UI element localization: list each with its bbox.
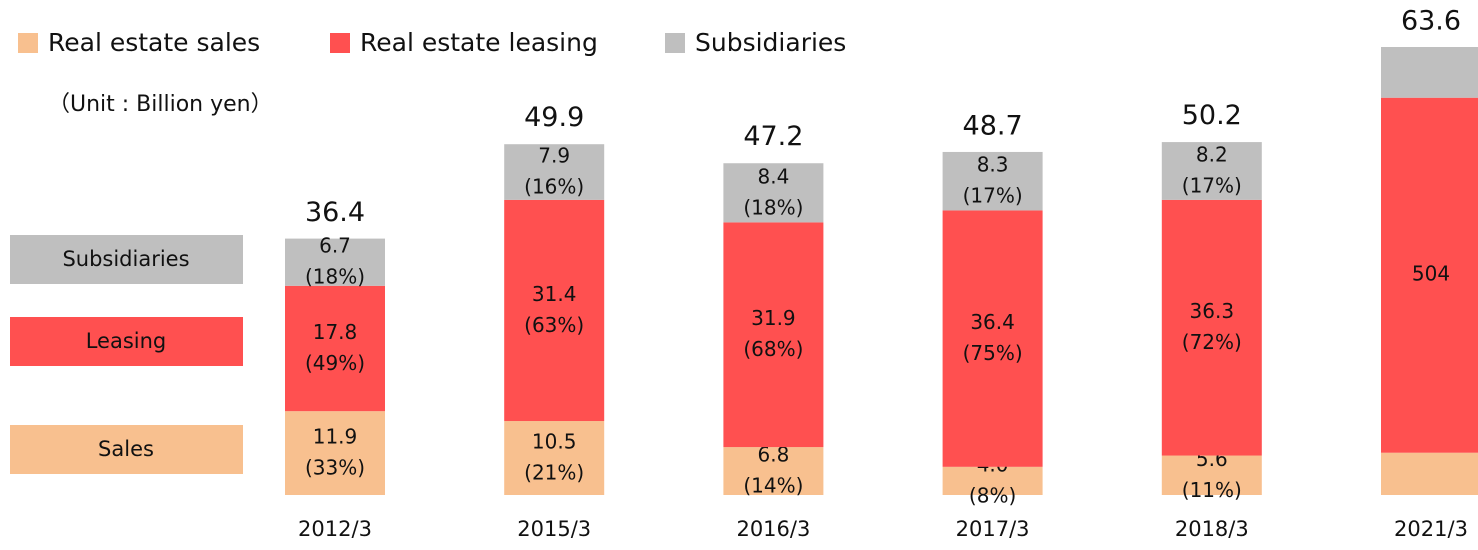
total-label: 50.2 (1182, 100, 1242, 131)
x-tick-label: 2017/3 (956, 517, 1030, 541)
value-label: 17.8 (313, 320, 358, 344)
bar-segment (1161, 142, 1262, 200)
total-label: 63.6 (1401, 6, 1461, 37)
total-label: 48.7 (963, 110, 1023, 141)
value-label: 7.9 (538, 144, 570, 168)
percent-label: (18%) (743, 195, 803, 219)
percent-label: (68%) (743, 337, 803, 361)
bar-segment (285, 411, 385, 495)
bar-segment (1381, 97, 1478, 453)
percent-label: (16%) (524, 175, 584, 199)
side-label: Sales (98, 437, 154, 461)
x-tick-label: 2012/3 (298, 517, 372, 541)
value-label: 10.5 (532, 430, 577, 454)
value-label: 8.3 (977, 153, 1009, 177)
legend-swatch (665, 33, 685, 53)
value-label: 504 (1412, 262, 1450, 286)
value-label: 31.9 (751, 306, 796, 330)
side-label: Subsidiaries (62, 247, 189, 271)
bar-segment (1161, 455, 1262, 495)
percent-label: (18%) (305, 265, 365, 289)
value-label: 6.7 (319, 234, 351, 258)
bar-segment (1381, 47, 1478, 98)
x-tick-label: 2016/3 (736, 517, 810, 541)
legend-label: Real estate leasing (360, 28, 598, 57)
bar-segment (285, 285, 385, 412)
side-box (10, 235, 243, 284)
bar-segment (1381, 452, 1478, 495)
bar-segment (723, 447, 824, 495)
bar-segment (723, 222, 824, 448)
value-label: 31.4 (532, 282, 577, 306)
bar-segment (504, 199, 605, 422)
bar-segment (942, 210, 1043, 467)
bar-segment (723, 163, 824, 223)
bar-segment (942, 151, 1043, 211)
bar-segment (504, 144, 605, 200)
percent-label: (72%) (1182, 330, 1242, 354)
percent-label: (75%) (963, 341, 1023, 365)
value-label: 8.4 (757, 164, 789, 188)
x-tick-label: 2015/3 (517, 517, 591, 541)
percent-label: (63%) (524, 313, 584, 337)
percent-label: (11%) (1182, 478, 1242, 502)
x-tick-label: 2018/3 (1175, 517, 1249, 541)
total-label: 49.9 (524, 102, 584, 133)
x-tick-label: 2021/3 (1394, 517, 1468, 541)
subtitle: （Unit : Billion yen） (48, 92, 273, 117)
value-label: 11.9 (313, 425, 358, 449)
side-label: Leasing (86, 329, 167, 353)
side-box (10, 317, 243, 366)
total-label: 36.4 (305, 197, 365, 228)
percent-label: (8%) (969, 483, 1016, 507)
percent-label: (17%) (1182, 173, 1242, 197)
percent-label: (49%) (305, 351, 365, 375)
side-box (10, 425, 243, 474)
bar-segment (504, 421, 605, 495)
value-label: 36.3 (1190, 299, 1235, 323)
value-label: 8.2 (1196, 142, 1228, 166)
legend-swatch (330, 33, 350, 53)
percent-label: (14%) (743, 474, 803, 498)
bar-segment (1161, 199, 1262, 456)
percent-label: (21%) (524, 461, 584, 485)
legend-swatch (18, 33, 38, 53)
total-label: 47.2 (743, 121, 803, 152)
bar-segment (285, 238, 385, 286)
percent-label: (33%) (305, 456, 365, 480)
legend-label: Subsidiaries (695, 28, 846, 57)
bar-segment (942, 466, 1043, 495)
value-label: 36.4 (970, 310, 1015, 334)
legend-label: Real estate sales (48, 28, 260, 57)
percent-label: (17%) (963, 184, 1023, 208)
